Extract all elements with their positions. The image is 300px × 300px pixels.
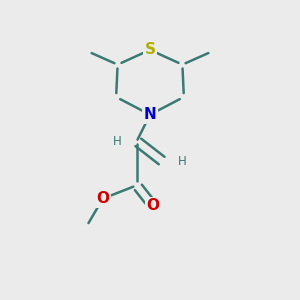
- Text: H: H: [113, 135, 122, 148]
- Text: N: N: [144, 107, 156, 122]
- Text: S: S: [145, 42, 155, 57]
- Text: O: O: [146, 198, 159, 213]
- Text: H: H: [178, 155, 187, 168]
- Text: O: O: [96, 191, 110, 206]
